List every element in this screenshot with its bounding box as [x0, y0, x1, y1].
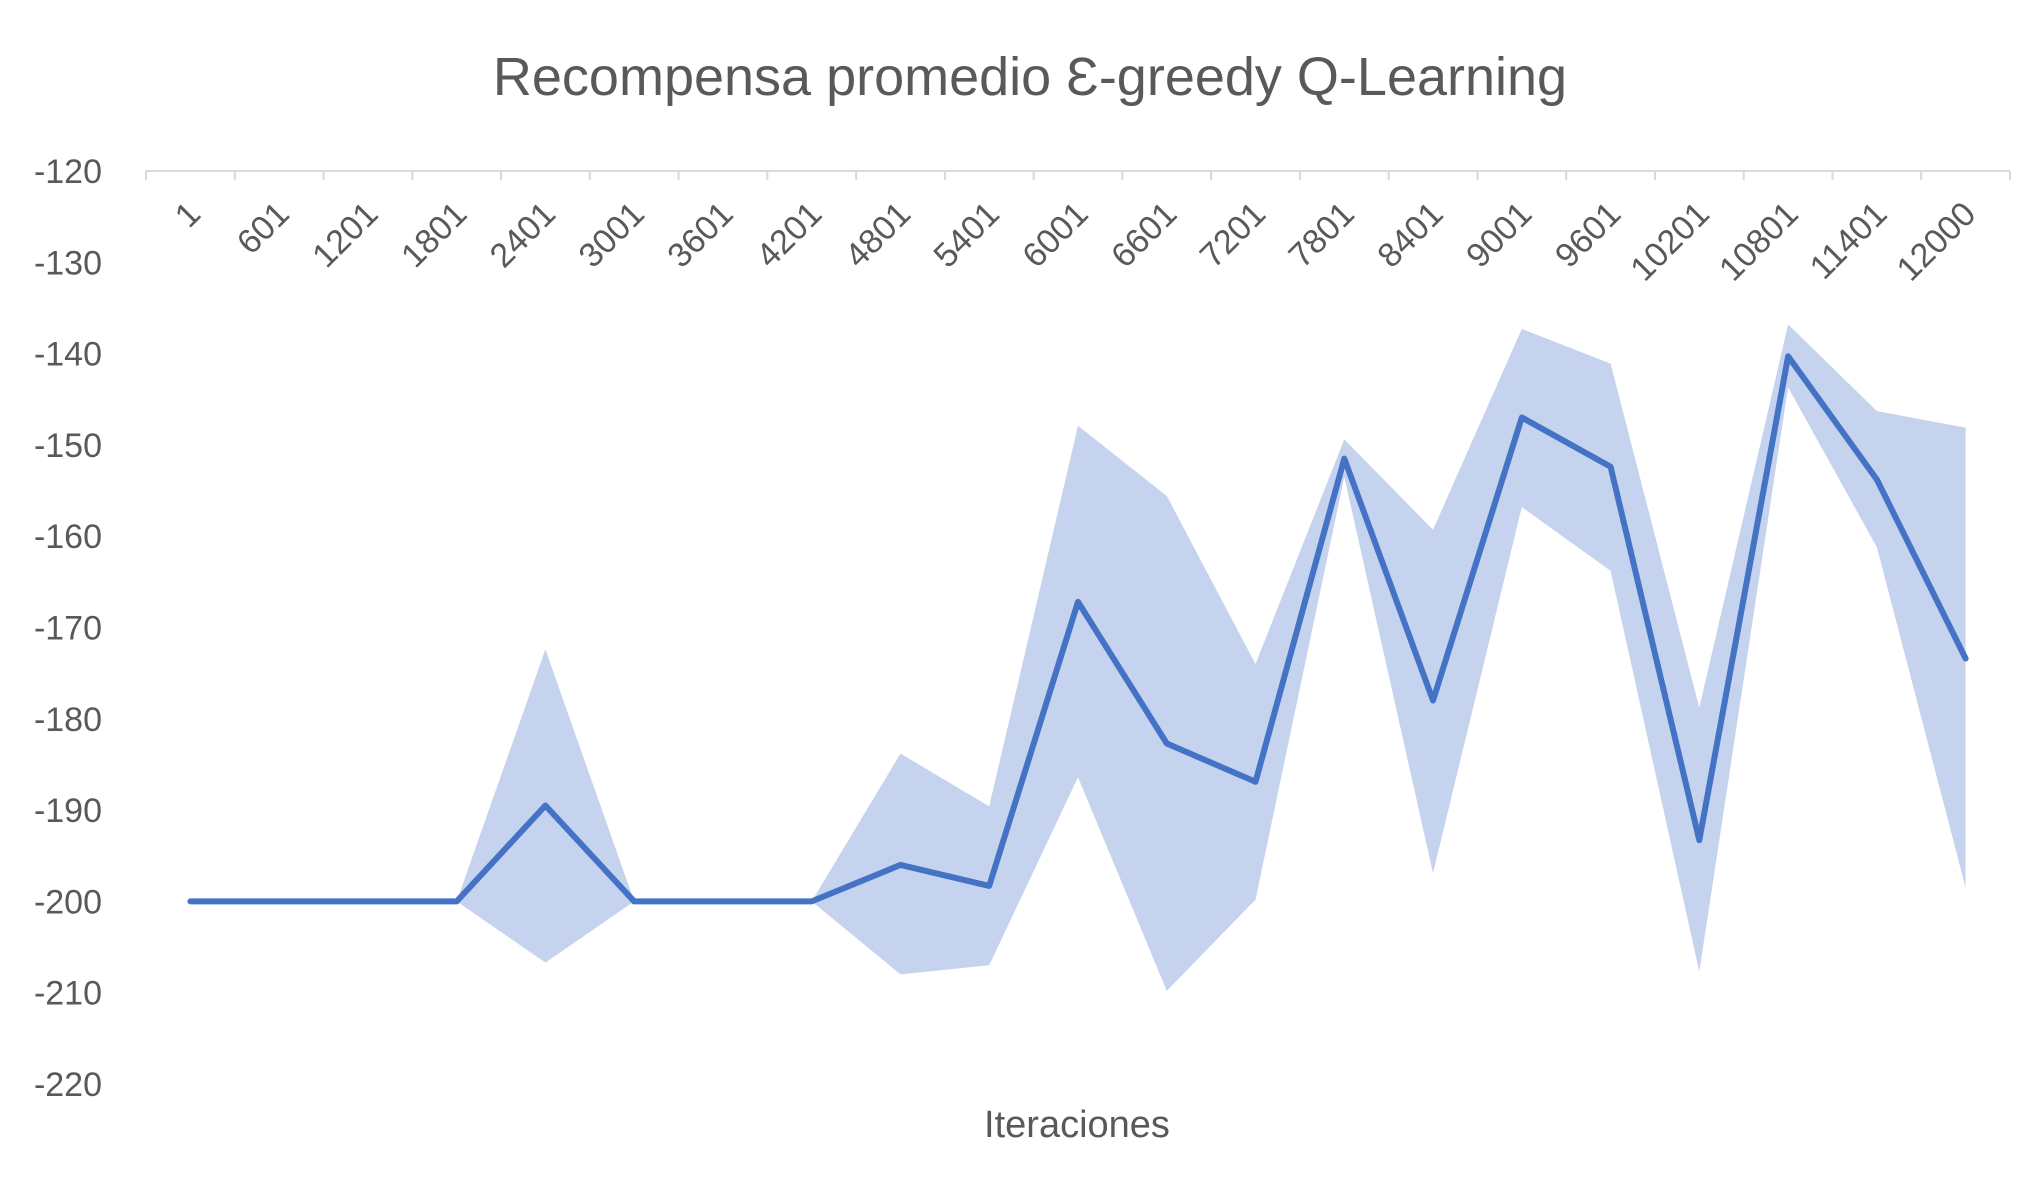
y-tick-label: -170 [34, 610, 102, 648]
y-tick-label: -220 [34, 1066, 102, 1104]
x-tick-label: 4801 [838, 195, 918, 275]
confidence-band-layer [190, 324, 1966, 991]
y-tick-label: -150 [34, 427, 102, 465]
y-axis-tick-labels: -120 -130 -140 -150 -160 -170 -180 -190 -200 -210… [34, 153, 102, 1104]
series-line [187, 353, 1969, 905]
x-tick-label: 601 [230, 195, 297, 262]
y-tick-label: -130 [34, 244, 102, 282]
y-tick-label: -200 [34, 883, 102, 921]
x-tick-label: 12000 [1890, 195, 1984, 289]
x-axis-tick-labels: 1 601 1201 1801 2401 3001 3601 4201 4801 5401 6001… [168, 195, 1983, 289]
y-tick-label: -120 [34, 153, 102, 191]
y-tick-label: -140 [34, 336, 102, 374]
x-tick-label: 7201 [1193, 195, 1273, 275]
y-tick-label: -210 [34, 975, 102, 1013]
x-tick-label: 2401 [483, 195, 563, 275]
x-tick-label: 5401 [927, 195, 1007, 275]
x-tick-label: 4201 [749, 195, 829, 275]
x-tick-label: 6001 [1015, 195, 1095, 275]
series-line-layer [187, 353, 1969, 905]
y-tick-label: -180 [34, 701, 102, 739]
x-tick-label: 3001 [572, 195, 652, 275]
x-tick-label: 1801 [394, 195, 474, 275]
y-tick-label: -190 [34, 792, 102, 830]
x-tick-label: 8401 [1370, 195, 1450, 275]
chart-title: Recompensa promedio Ɛ-greedy Q-Learning [493, 47, 1567, 107]
x-tick-label: 6601 [1104, 195, 1184, 275]
x-tick-label: 10801 [1712, 195, 1806, 289]
x-tick-label: 9601 [1548, 195, 1628, 275]
x-tick-label: 3601 [660, 195, 740, 275]
x-axis [145, 170, 2011, 180]
y-tick-label: -160 [34, 518, 102, 556]
x-tick-label: 11401 [1803, 195, 1895, 287]
x-tick-label: 1201 [305, 195, 385, 275]
x-tick-label: 10201 [1623, 195, 1717, 289]
x-axis-title: Iteraciones [984, 1104, 1170, 1146]
x-tick-label: 7801 [1282, 195, 1362, 275]
x-tick-label: 9001 [1459, 195, 1539, 275]
x-tick-label: 1 [168, 195, 208, 235]
confidence-band [190, 324, 1966, 991]
